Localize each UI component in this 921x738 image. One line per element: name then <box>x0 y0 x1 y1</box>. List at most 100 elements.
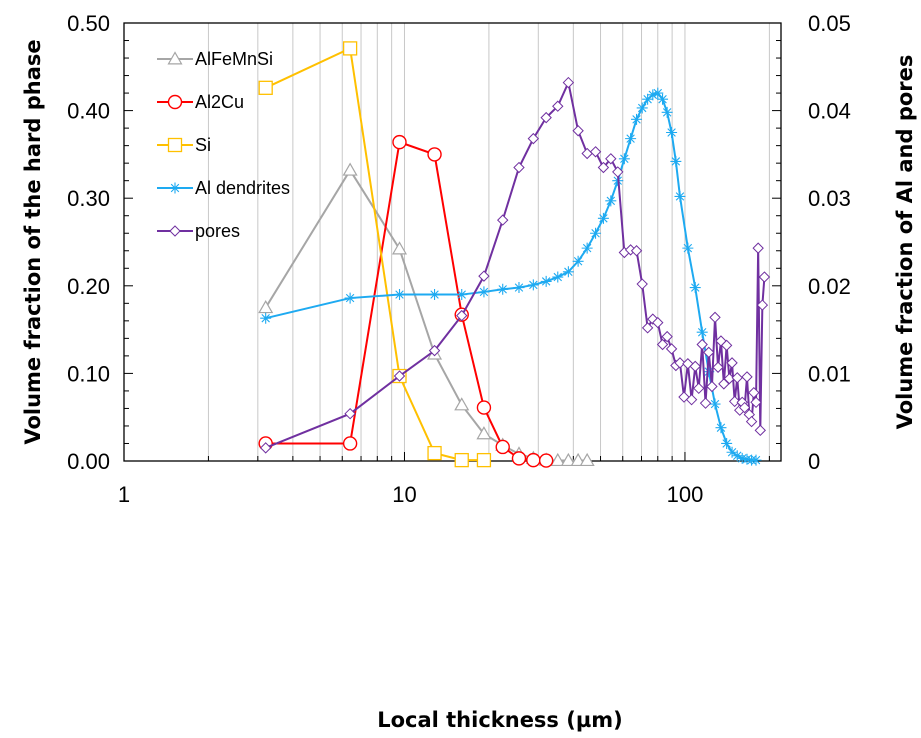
y-left-tick-label: 0.50 <box>67 11 110 36</box>
data-point-al-dendrites <box>647 89 659 101</box>
data-point-al2cu <box>538 453 554 468</box>
data-point-si <box>427 445 442 461</box>
data-point-pores <box>748 386 760 399</box>
data-point-pores <box>605 153 617 165</box>
data-point-pores <box>706 380 718 393</box>
data-point-pores <box>581 147 593 160</box>
data-point-pores <box>750 396 762 409</box>
data-point-al-dendrites <box>670 155 682 167</box>
data-point-al2cu <box>392 134 407 150</box>
data-point-pores <box>689 360 701 373</box>
data-point-al-dendrites <box>597 212 609 224</box>
data-point-pores <box>758 271 771 283</box>
data-point-al-dendrites <box>689 282 701 294</box>
data-point-al-dendrites <box>750 454 762 466</box>
data-point-pores <box>718 378 730 390</box>
data-point-pores <box>552 100 564 112</box>
data-point-al-dendrites <box>260 312 272 324</box>
data-point-al-dendrites <box>736 452 748 464</box>
data-point-al-dendrites <box>527 279 539 291</box>
y-left-tick-label: 0.40 <box>67 99 110 124</box>
data-point-al-dendrites <box>590 227 602 239</box>
legend-item-al2cu: Al2Cu <box>157 92 244 112</box>
series-line-pores <box>265 79 766 449</box>
data-point-alfemnsi <box>258 299 274 314</box>
data-point-al-dendrites <box>344 292 356 304</box>
data-point-pores <box>661 330 673 343</box>
data-point-pores <box>344 407 356 420</box>
data-point-pores <box>636 278 648 290</box>
data-point-pores <box>745 415 758 428</box>
data-point-si <box>258 80 273 95</box>
data-point-alfemnsi <box>579 452 595 467</box>
y-right-tick-label: 0.02 <box>808 274 851 299</box>
legend-item-pores: pores <box>157 221 240 241</box>
data-point-pores <box>712 361 724 373</box>
legend-marker-al2cu <box>167 94 183 110</box>
legend-item-al-dendrites: Al dendrites <box>157 178 290 198</box>
series-alfemnsi <box>258 162 595 467</box>
data-point-al-dendrites <box>605 195 617 207</box>
data-point-pores <box>589 146 602 158</box>
y-left-tick-label: 0.00 <box>67 449 110 474</box>
data-point-pores <box>572 125 584 137</box>
legend-label-alfemnsi: AlFeMnSi <box>195 49 273 69</box>
data-point-al-dendrites <box>456 289 468 301</box>
data-point-al-dendrites <box>731 450 743 462</box>
data-point-pores <box>738 401 751 414</box>
data-point-al-dendrites <box>652 87 664 99</box>
x-axis-title: Local thickness (µm) <box>377 708 623 732</box>
data-point-al-dendrites <box>666 127 678 138</box>
data-point-pores <box>756 299 769 311</box>
y-right-tick-label: 0.05 <box>808 11 851 36</box>
data-point-pores <box>630 245 643 257</box>
data-point-al-dendrites <box>513 282 525 294</box>
data-point-pores <box>513 161 525 174</box>
data-point-al2cu <box>342 436 358 451</box>
y-axis-title-right: Volume fraction of Al and pores <box>893 55 917 430</box>
y-left-tick-label: 0.10 <box>67 361 110 386</box>
data-point-al-dendrites <box>715 422 727 434</box>
legend-item-alfemnsi: AlFeMnSi <box>157 49 273 69</box>
y-left-tick-label: 0.20 <box>67 274 110 299</box>
data-point-pores <box>726 357 738 369</box>
data-point-pores <box>428 344 441 357</box>
data-point-pores <box>703 346 715 359</box>
legend-marker-alfemnsi <box>167 51 183 65</box>
data-point-pores <box>693 382 705 394</box>
legend-label-si: Si <box>195 135 211 155</box>
data-point-al-dendrites <box>674 190 686 202</box>
y-axis-title-left: Volume fraction of the hard phase <box>21 39 45 444</box>
data-point-al-dendrites <box>661 106 673 118</box>
series-pores <box>259 76 771 454</box>
data-point-al-dendrites <box>682 242 694 254</box>
legend-item-si: Si <box>157 135 211 155</box>
data-point-si <box>342 41 358 56</box>
data-point-alfemnsi <box>391 241 408 255</box>
data-point-al2cu <box>526 452 541 468</box>
data-point-pores <box>720 339 733 352</box>
data-point-pores <box>562 76 575 89</box>
data-point-pores <box>456 309 468 322</box>
data-point-pores <box>754 424 766 437</box>
data-point-pores <box>752 242 764 254</box>
data-point-pores <box>393 370 406 382</box>
axes: 1 10 100 0.00 0.10 0.20 0.30 0.40 0.50 0 0.01 0.02 0… <box>67 11 851 507</box>
data-point-al-dendrites <box>631 113 643 125</box>
data-point-pores <box>540 111 552 124</box>
data-point-pores <box>674 357 686 369</box>
data-point-pores <box>527 132 540 145</box>
data-point-al-dendrites <box>540 275 552 287</box>
data-point-pores <box>641 322 654 334</box>
data-point-alfemnsi <box>560 452 576 467</box>
data-point-al-dendrites <box>741 453 753 465</box>
series <box>258 41 771 468</box>
data-point-al-dendrites <box>657 93 669 105</box>
data-point-al-dendrites <box>572 255 584 267</box>
data-point-al-dendrites <box>721 437 733 449</box>
legend-marker-si <box>167 137 183 153</box>
data-point-pores <box>597 161 610 174</box>
y-left-tick-label: 0.30 <box>67 186 110 211</box>
data-point-pores <box>652 316 664 329</box>
data-point-alfemnsi <box>342 162 358 176</box>
